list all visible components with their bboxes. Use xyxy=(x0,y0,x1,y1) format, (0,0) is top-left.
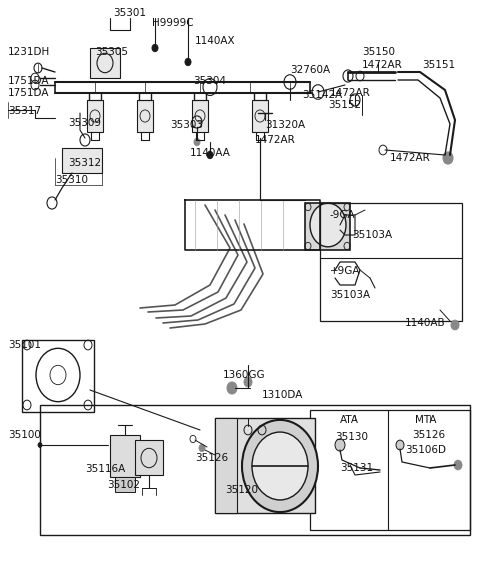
Circle shape xyxy=(310,203,346,247)
Bar xyxy=(305,203,350,250)
Bar xyxy=(40,405,470,535)
Circle shape xyxy=(454,460,462,470)
Text: 32760A: 32760A xyxy=(290,65,330,75)
Circle shape xyxy=(207,151,213,159)
Circle shape xyxy=(152,44,158,52)
Circle shape xyxy=(199,445,205,452)
Text: 35301: 35301 xyxy=(113,8,146,18)
Text: 35130: 35130 xyxy=(335,432,368,442)
Text: 1472AR: 1472AR xyxy=(330,88,371,98)
Text: 35317: 35317 xyxy=(8,106,41,116)
Circle shape xyxy=(194,139,200,146)
Text: 35103A: 35103A xyxy=(352,230,392,240)
Bar xyxy=(137,100,153,132)
Text: H9999C: H9999C xyxy=(152,18,193,28)
Text: 1310DA: 1310DA xyxy=(262,390,303,400)
Bar xyxy=(135,440,163,475)
Bar xyxy=(310,410,470,530)
Bar xyxy=(252,100,268,132)
Text: 35126: 35126 xyxy=(195,453,228,463)
Text: 35304: 35304 xyxy=(193,76,226,86)
Text: 35100: 35100 xyxy=(8,430,41,440)
Text: MTA: MTA xyxy=(415,415,436,425)
Text: 35303: 35303 xyxy=(170,120,203,130)
Text: 35150: 35150 xyxy=(362,47,395,57)
Text: 31320A: 31320A xyxy=(265,120,305,130)
Circle shape xyxy=(227,382,237,394)
Text: 1140AA: 1140AA xyxy=(190,148,231,158)
Text: 35102: 35102 xyxy=(107,480,140,490)
Text: 35151: 35151 xyxy=(422,60,455,70)
Bar xyxy=(110,435,140,477)
Text: 35103A: 35103A xyxy=(330,290,370,300)
Circle shape xyxy=(185,58,191,66)
Circle shape xyxy=(451,320,459,330)
Text: +9GA: +9GA xyxy=(330,266,360,276)
Circle shape xyxy=(242,420,318,512)
Text: 1231DH: 1231DH xyxy=(8,47,50,57)
Circle shape xyxy=(443,152,453,164)
Text: 1472AR: 1472AR xyxy=(362,60,403,70)
Text: 35305: 35305 xyxy=(95,47,128,57)
Bar xyxy=(90,48,120,78)
Text: 35142A: 35142A xyxy=(302,90,342,100)
Text: 35120: 35120 xyxy=(225,485,258,495)
Text: ATA: ATA xyxy=(340,415,359,425)
Text: 35116A: 35116A xyxy=(85,464,125,474)
Text: 1140AB: 1140AB xyxy=(405,318,445,328)
Bar xyxy=(320,203,462,321)
Text: 35309: 35309 xyxy=(68,118,101,128)
Circle shape xyxy=(335,439,345,451)
Text: 35310: 35310 xyxy=(55,175,88,185)
Text: 1140AX: 1140AX xyxy=(195,36,236,46)
Text: 1751DA: 1751DA xyxy=(8,76,49,86)
Bar xyxy=(87,100,103,132)
Text: 1751DA: 1751DA xyxy=(8,88,49,98)
Bar xyxy=(115,477,135,492)
Text: 1472AR: 1472AR xyxy=(255,135,296,145)
Bar xyxy=(62,148,102,173)
Circle shape xyxy=(38,442,42,448)
Circle shape xyxy=(244,377,252,387)
Bar xyxy=(215,418,237,513)
Text: 35312: 35312 xyxy=(68,158,101,168)
Text: -9GA: -9GA xyxy=(330,210,356,220)
Text: 35131: 35131 xyxy=(340,463,373,473)
Circle shape xyxy=(252,432,308,500)
Bar xyxy=(215,418,315,513)
Circle shape xyxy=(396,440,404,450)
Text: 35106D: 35106D xyxy=(405,445,446,455)
Text: 1472AR: 1472AR xyxy=(390,153,431,163)
Text: 1360GG: 1360GG xyxy=(223,370,265,380)
Text: 35126: 35126 xyxy=(412,430,445,440)
Bar xyxy=(192,100,208,132)
Bar xyxy=(22,340,94,412)
Text: 35152: 35152 xyxy=(328,100,361,110)
Text: 35101: 35101 xyxy=(8,340,41,350)
